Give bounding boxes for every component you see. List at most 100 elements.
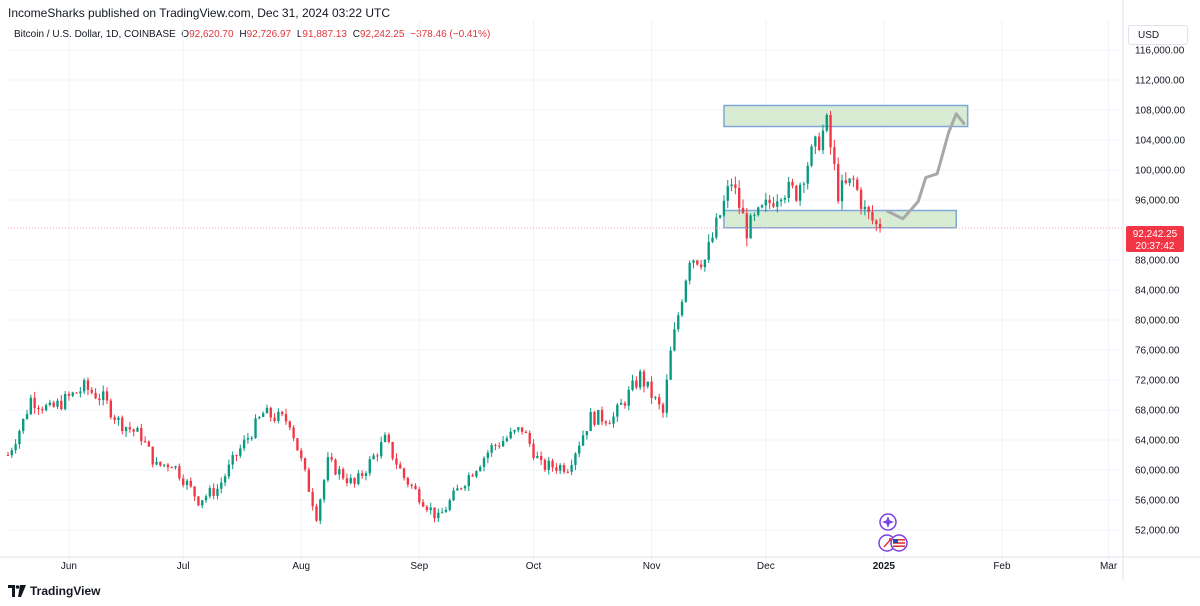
candle-body: [212, 488, 215, 496]
candle-body: [197, 496, 200, 506]
candle-body: [86, 380, 90, 390]
candle-body: [44, 405, 48, 411]
candle-body: [459, 488, 463, 490]
candle-body: [479, 466, 482, 472]
candle-body: [204, 496, 208, 501]
price-tag-price: 92,242.25: [1133, 229, 1178, 240]
candle-body: [109, 400, 113, 418]
candle-body: [783, 198, 787, 200]
candle-body: [623, 403, 627, 406]
candle-body: [715, 217, 718, 238]
candle-body: [208, 488, 212, 497]
candle-body: [619, 403, 623, 405]
candle-body: [231, 455, 234, 465]
candle-body: [174, 466, 177, 468]
x-tick-label: Oct: [526, 561, 542, 572]
candle-body: [25, 414, 29, 419]
candle-body: [749, 215, 752, 239]
candle-body: [658, 397, 661, 405]
candle-body: [155, 461, 158, 465]
candle-body: [391, 441, 394, 459]
candle-body: [10, 450, 13, 456]
candle-body: [82, 380, 86, 392]
x-tick-label: Aug: [292, 561, 310, 572]
candle-body: [288, 421, 291, 428]
price-chart[interactable]: 52,000.00 56,000.00 60,000.00 64,000.00 68,0…: [0, 0, 1200, 580]
x-tick-label: Mar: [1100, 561, 1118, 572]
candle-body: [136, 427, 139, 432]
candle-body: [581, 435, 585, 446]
open-label: O: [181, 29, 190, 40]
candle-body: [585, 431, 589, 436]
y-tick-label: 68,000.00: [1135, 406, 1180, 417]
candle-body: [837, 164, 840, 202]
currency-button[interactable]: USD: [1128, 25, 1188, 45]
candle-body: [102, 391, 105, 401]
candle-body: [300, 450, 303, 459]
candle-body: [539, 455, 543, 460]
candle-body: [825, 114, 828, 131]
x-tick-label: 2025: [873, 561, 896, 572]
candle-body: [334, 459, 337, 475]
candle-body: [90, 389, 93, 393]
us-flag-icon[interactable]: [890, 534, 908, 552]
candle-body: [326, 457, 330, 481]
candle-body: [151, 446, 154, 465]
candle-body: [429, 507, 432, 511]
candle-body: [281, 411, 284, 415]
candle-body: [162, 464, 166, 466]
candle-body: [63, 394, 67, 410]
candle-body: [387, 434, 391, 442]
candle-body: [265, 407, 269, 414]
y-tick-label: 76,000.00: [1135, 346, 1180, 357]
candle-body: [258, 416, 261, 419]
candle-body: [768, 199, 771, 204]
candle-body: [143, 441, 147, 443]
candle-body: [593, 411, 596, 425]
candle-body: [871, 211, 874, 221]
candle-body: [821, 130, 825, 151]
y-tick-label: 100,000.00: [1135, 166, 1185, 177]
candle-body: [703, 259, 707, 268]
x-tick-label: Jul: [177, 561, 190, 572]
x-tick-label: Nov: [643, 561, 661, 572]
sparkle-icon[interactable]: [879, 513, 897, 531]
candle-body: [292, 427, 295, 439]
open-value: 92,620.70: [189, 29, 234, 40]
low-label: L: [296, 29, 303, 40]
x-tick-label: Dec: [757, 561, 775, 572]
candle-body: [471, 475, 474, 477]
candle-body: [52, 402, 55, 407]
candle-body: [330, 457, 333, 460]
candle-body: [380, 442, 383, 457]
candle-body: [566, 471, 569, 473]
candle-body: [444, 509, 448, 513]
x-tick-label: Jun: [61, 561, 77, 572]
projection: [886, 112, 966, 221]
candle-body: [589, 411, 592, 432]
candle-body: [604, 421, 608, 424]
candle-body: [124, 427, 128, 432]
candle-body: [875, 220, 878, 225]
y-tick-label: 64,000.00: [1135, 436, 1180, 447]
candle-body: [159, 461, 162, 466]
candle-body: [764, 199, 768, 206]
candle-body: [680, 301, 684, 316]
y-tick-label: 52,000.00: [1135, 526, 1180, 537]
candle-body: [722, 200, 726, 216]
candle-body: [863, 206, 867, 210]
y-tick-label: 84,000.00: [1135, 286, 1180, 297]
candle-body: [98, 398, 101, 401]
price-tag-box: [1126, 226, 1184, 252]
projection-path: [886, 112, 966, 221]
candle-body: [296, 438, 299, 451]
candle-body: [239, 448, 242, 456]
x-tick-label: Sep: [410, 561, 428, 572]
candle-body: [810, 146, 813, 166]
candle-body: [467, 475, 470, 487]
candle-body: [41, 409, 44, 411]
change-value: −378.46 (−0.41%): [410, 29, 491, 40]
footer-brand[interactable]: TradingView: [8, 584, 100, 598]
candle-body: [37, 408, 40, 410]
candle-body: [227, 464, 231, 477]
